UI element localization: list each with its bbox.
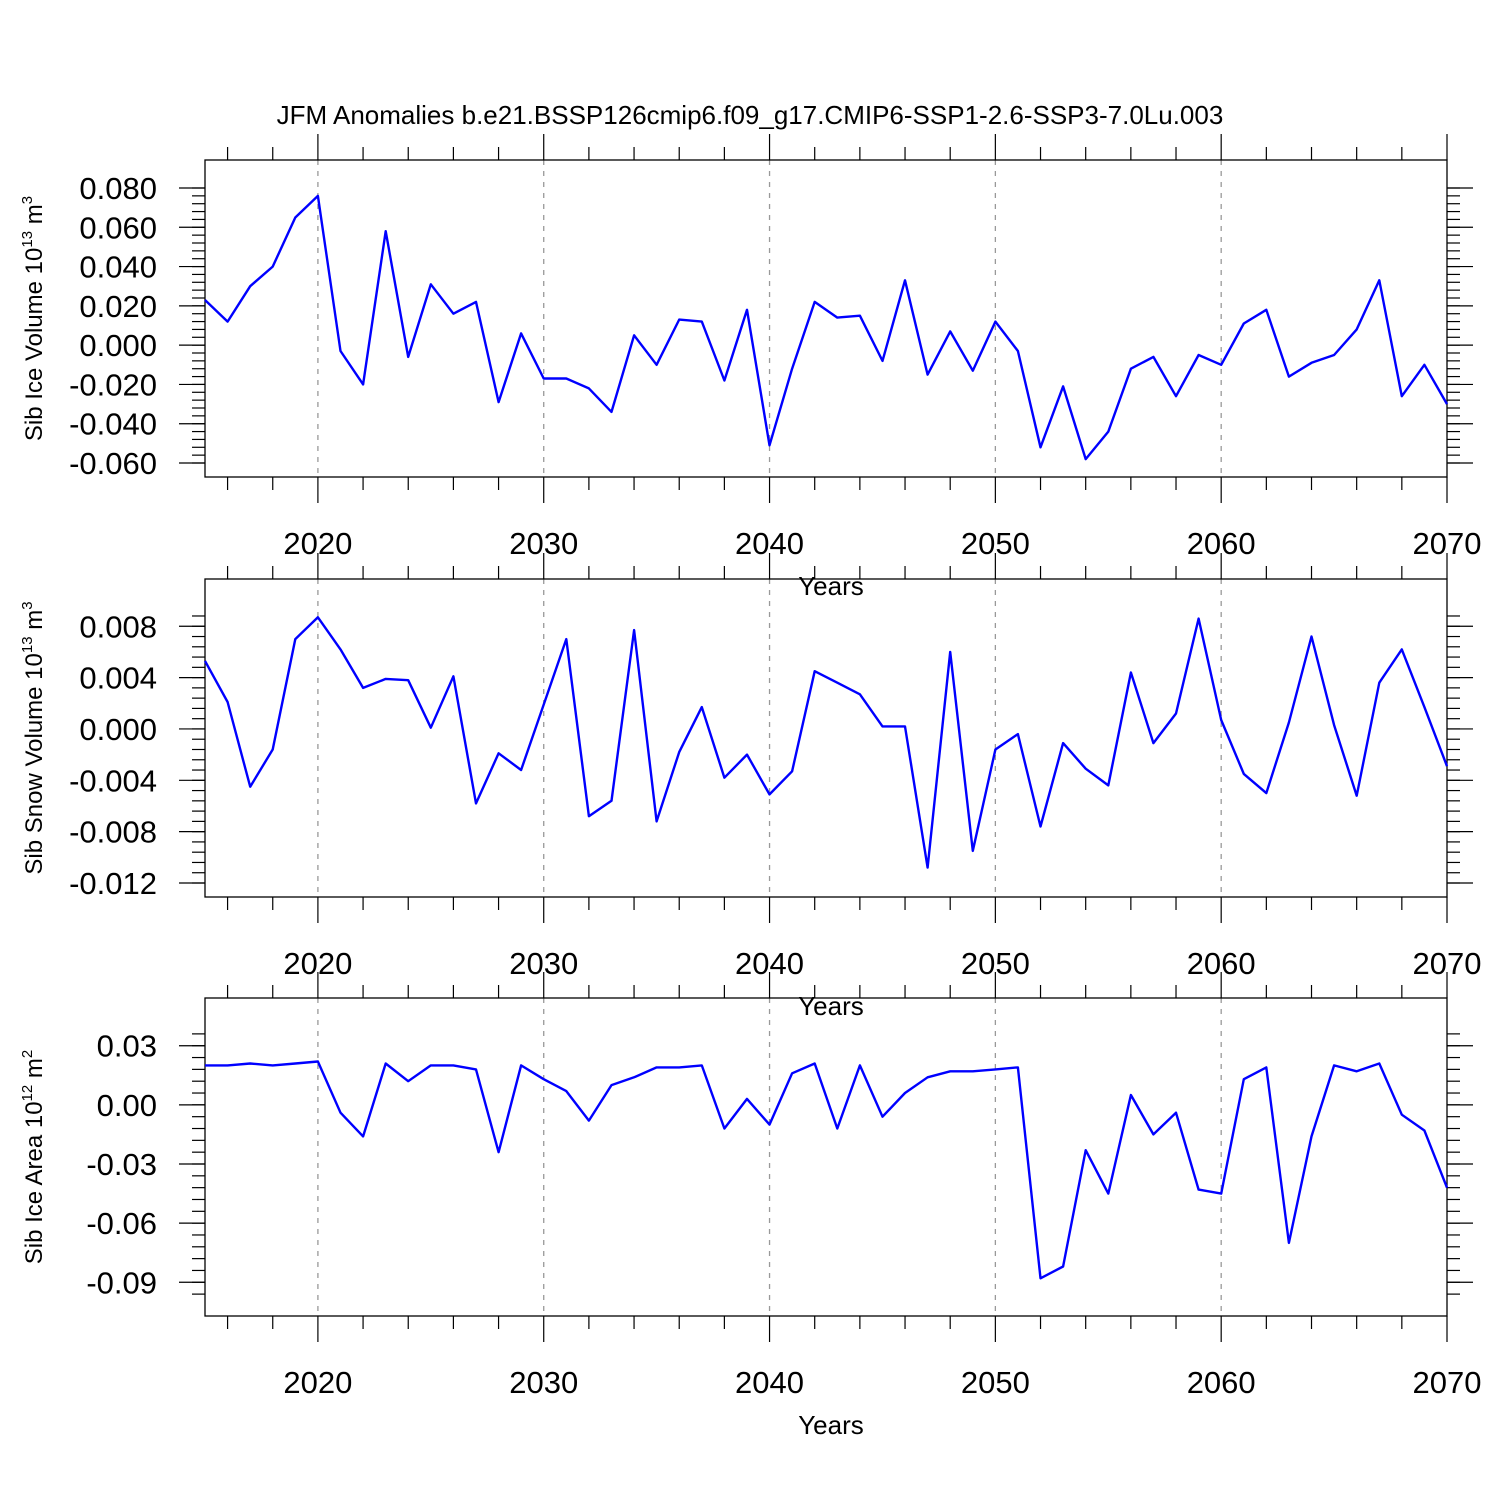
x-tick-label: 2060 <box>1187 1365 1256 1400</box>
x-tick-label: 2050 <box>961 1365 1030 1400</box>
y-tick-label: 0.040 <box>79 250 157 285</box>
y-tick-label: -0.09 <box>86 1265 157 1300</box>
y-tick-label: 0.004 <box>79 661 157 696</box>
x-tick-label: 2070 <box>1413 1365 1482 1400</box>
y-tick-label: -0.020 <box>69 367 157 402</box>
y-axis-label: Sib Ice Area 1012 m2 <box>19 1050 48 1264</box>
y-tick-label: 0.000 <box>79 328 157 363</box>
y-tick-label: -0.06 <box>86 1206 157 1241</box>
plot-frame <box>204 159 1448 478</box>
plot-frame <box>204 578 1448 898</box>
y-tick-label: 0.03 <box>97 1029 157 1064</box>
x-axis-label: Years <box>798 571 864 601</box>
y-tick-label: -0.004 <box>69 763 157 798</box>
y-tick-label: -0.060 <box>69 446 157 481</box>
y-tick-label: 0.00 <box>97 1088 157 1123</box>
x-axis-label: Years <box>798 1410 864 1440</box>
x-tick-label: 2030 <box>509 1365 578 1400</box>
y-tick-label: 0.008 <box>79 609 157 644</box>
series-line <box>205 1060 1449 1280</box>
y-tick-label: -0.008 <box>69 815 157 850</box>
y-tick-label: -0.012 <box>69 866 157 901</box>
y-tick-label: 0.060 <box>79 210 157 245</box>
plot-frame <box>204 997 1448 1317</box>
x-axis-label: Years <box>798 991 864 1021</box>
chart-title: JFM Anomalies b.e21.BSSP126cmip6.f09_g17… <box>277 100 1224 130</box>
y-tick-label: -0.03 <box>86 1147 157 1182</box>
y-tick-label: 0.000 <box>79 712 157 747</box>
y-tick-label: -0.040 <box>69 407 157 442</box>
y-axis-label: Sib Snow Volume 1013 m3 <box>19 601 48 874</box>
series-line <box>204 194 1449 461</box>
series-line <box>203 616 1449 869</box>
y-axis-label: Sib Ice Volume 1013 m3 <box>19 196 48 441</box>
panel-ice-volume: 0.080 0.060 0.040 0.020 0.000 -0.020 -0.040 -0.… <box>19 134 1481 601</box>
y-tick-label: 0.080 <box>79 171 157 206</box>
x-tick-label: 2020 <box>283 1365 352 1400</box>
panel-ice-area: 0.03 0.00 -0.03 -0.06 -0.09 2020 2030 2040 2050 2… <box>19 972 1481 1440</box>
y-tick-label: 0.020 <box>79 289 157 324</box>
x-tick-label: 2040 <box>735 1365 804 1400</box>
